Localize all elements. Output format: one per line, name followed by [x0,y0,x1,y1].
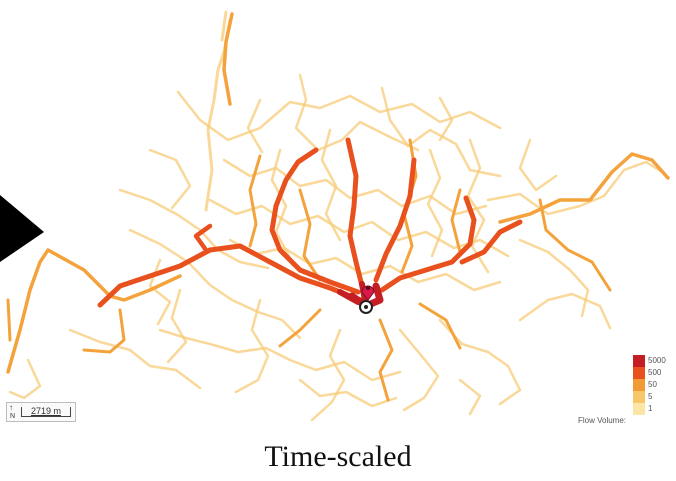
legend-label-500: 500 [648,368,662,377]
mid-volume-routes [6,12,670,402]
flow-map[interactable] [0,0,676,430]
legend-label-5: 5 [648,392,653,401]
legend-label-50: 50 [648,380,657,389]
north-arrow-icon: ↑ [9,403,13,412]
map-pin-dot [366,286,370,290]
scale-bar: ↑ N 2719 m [6,402,76,422]
legend-swatch-5 [633,391,645,403]
legend-swatch-500 [633,367,645,379]
legend-label-5000: 5000 [648,356,666,365]
north-label: N [10,413,16,420]
origin-dot-icon [364,305,368,309]
low-volume-routes [8,10,664,422]
legend-title: Flow Volume: [578,416,627,425]
legend-swatch-1 [633,403,645,415]
flow-volume-legend: 5000 500 50 5 1 Flow Volume: [576,355,672,427]
destination-marker[interactable] [359,285,375,314]
figure-caption: Time-scaled [264,440,412,473]
scale-distance: 2719 m [21,407,71,417]
pointer-arrow [0,195,44,262]
legend-label-1: 1 [648,404,653,413]
high-volume-routes [97,137,523,308]
legend-swatch-5000 [633,355,645,367]
legend-swatch-50 [633,379,645,391]
